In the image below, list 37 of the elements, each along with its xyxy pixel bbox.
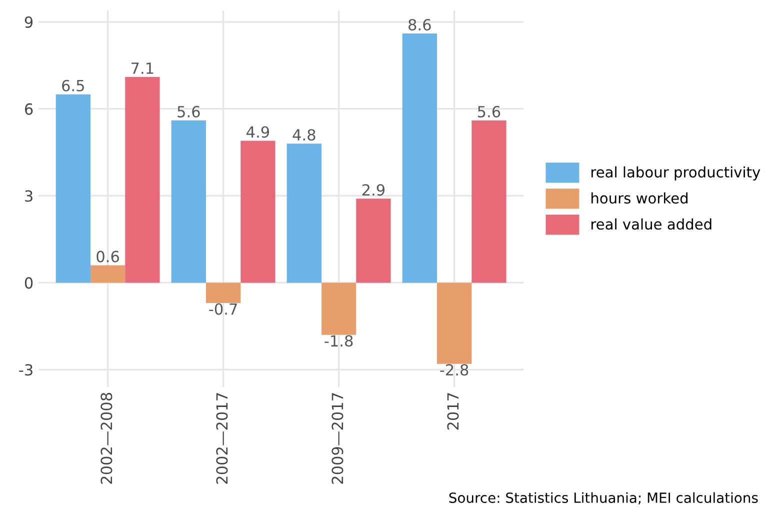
data-label: 6.5 [62,80,84,92]
legend-label: real labour productivity [592,166,760,180]
y-tick-label: 6 [24,103,33,115]
data-label: 7.1 [132,62,154,74]
y-tick-label: 9 [24,16,33,28]
bar [206,282,241,303]
data-label: 4.9 [246,126,270,138]
data-label: 5.6 [478,106,500,118]
x-tick-label: 2017 [447,393,459,430]
bar [356,198,391,283]
legend-label: real value added [592,218,712,230]
bar [171,120,206,283]
data-label: -1.8 [324,335,353,347]
bar [402,34,437,283]
y-tick-label: 3 [25,190,32,202]
x-tick-label: 2002—2017 [216,393,228,484]
bar [436,282,472,364]
data-label: 2.9 [362,184,385,196]
bar [472,120,506,283]
data-label: 5.6 [178,106,200,118]
x-tick-label: 2009—2017 [332,393,344,484]
legend-label: hours worked [592,192,688,204]
bar [125,76,160,283]
data-label: -2.8 [440,364,468,376]
bar [240,140,276,283]
bar [321,282,356,335]
source-note: Source: Statistics Lithuania; MEI calculations [449,492,758,504]
bar [286,144,322,283]
data-label: 8.6 [408,18,431,31]
y-tick-label: -3 [19,364,32,376]
bar [56,94,90,283]
y-tick-label: 0 [24,277,33,289]
bar [90,265,126,283]
data-label: -0.7 [209,303,237,315]
data-label: 4.8 [292,129,316,141]
data-label: 0.6 [96,250,119,262]
x-tick-label: 2002—2008 [100,392,112,484]
